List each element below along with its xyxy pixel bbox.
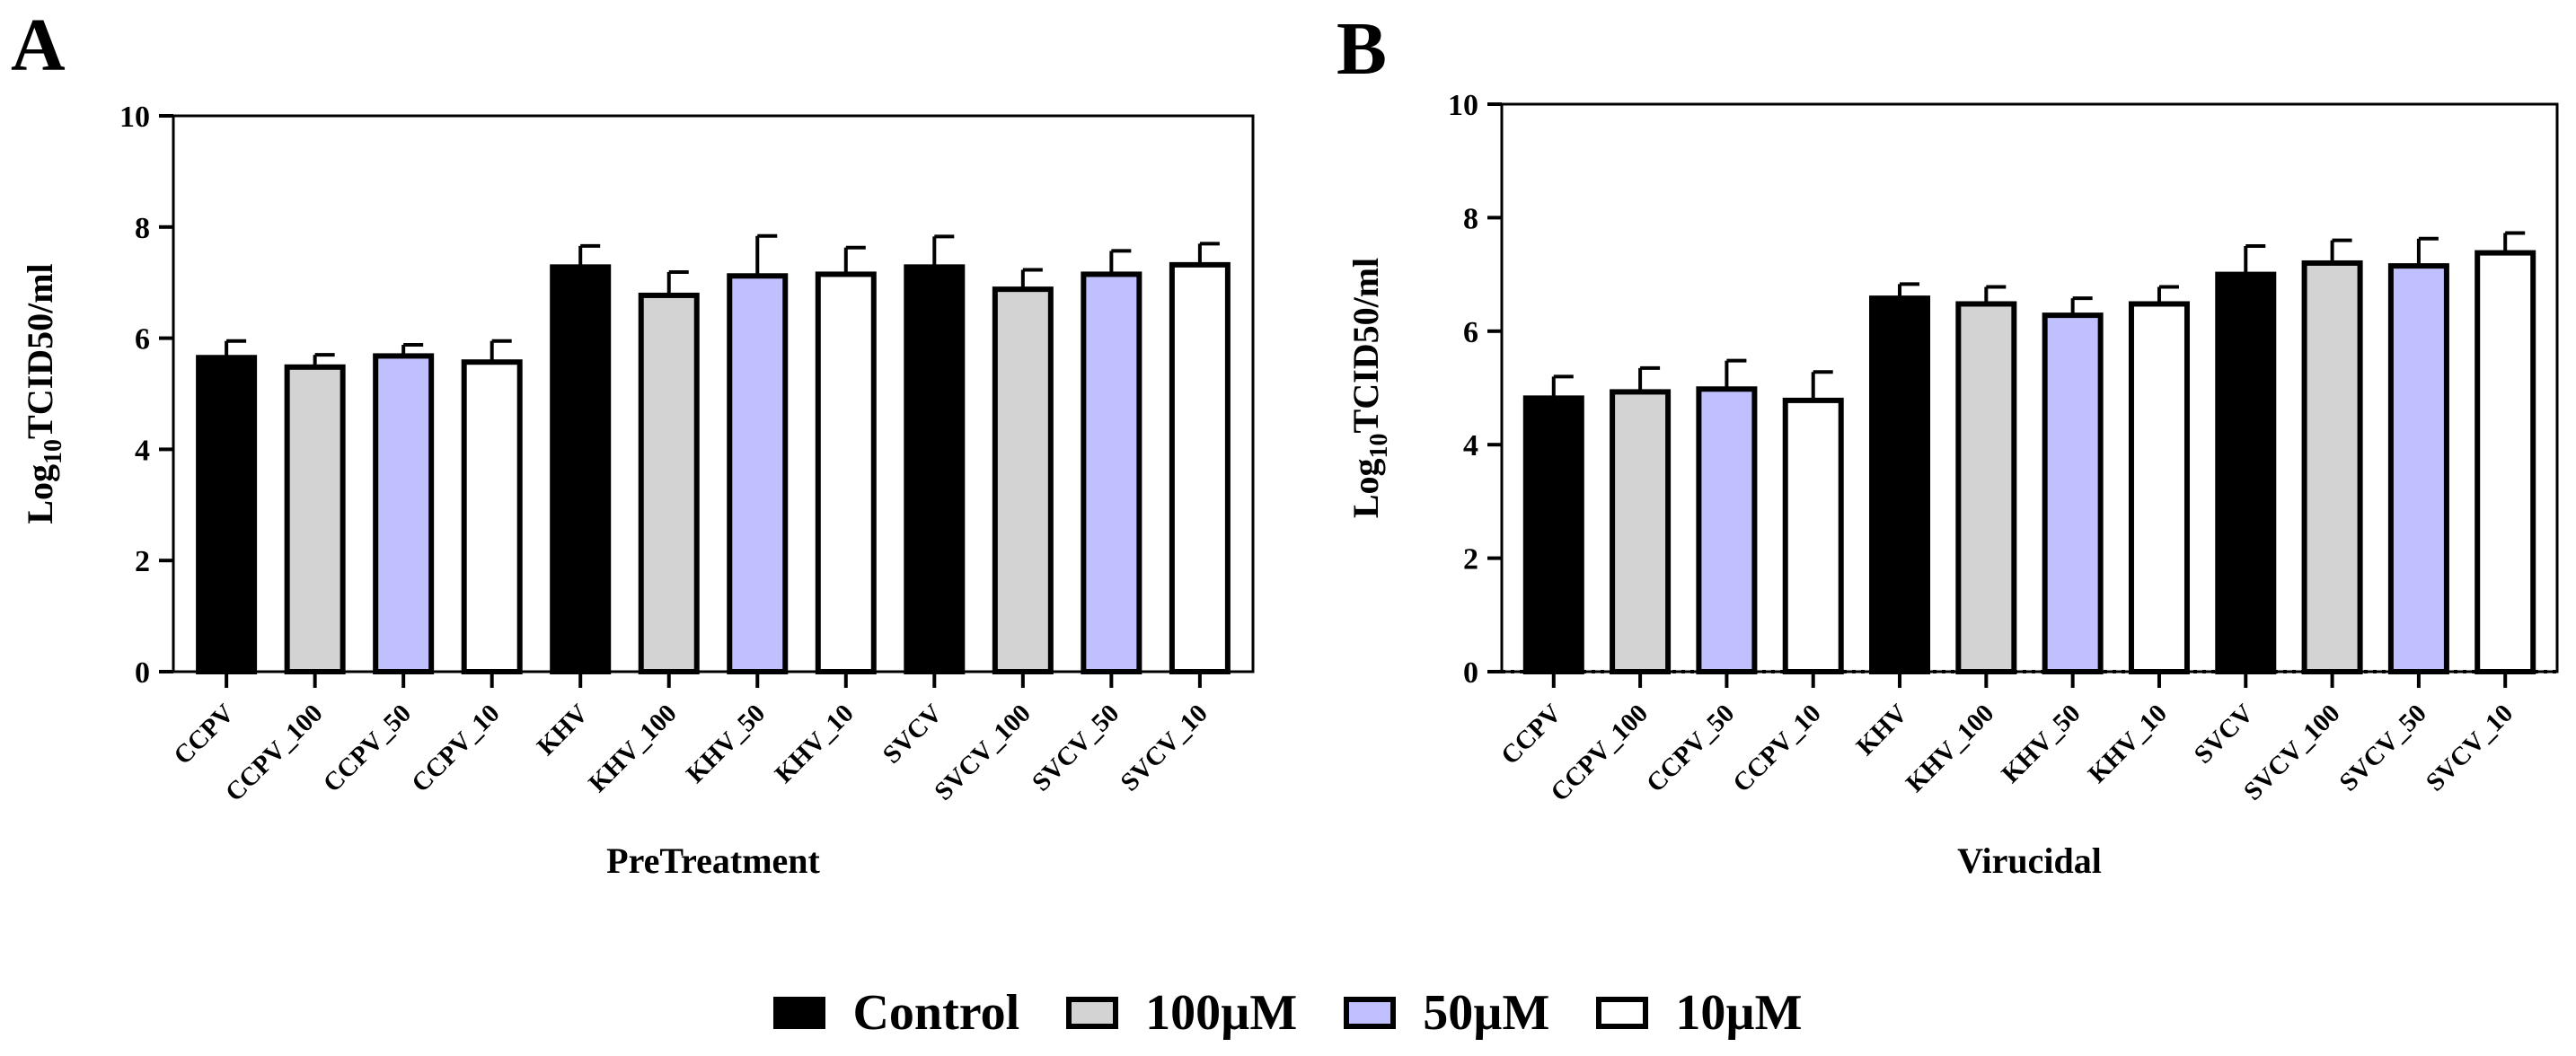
x-tick-label: SVCV_10 [2421, 699, 2519, 796]
y-tick-label: 6 [1463, 316, 1478, 349]
bar [1081, 271, 1142, 674]
x-tick-label: KHV_50 [681, 699, 771, 788]
legend-swatch [773, 997, 826, 1029]
x-tick-label: KHV_100 [1901, 699, 1999, 797]
legend-item-10um: 10µM [1596, 984, 1803, 1042]
bar [1610, 389, 1672, 674]
panel-a-chart: A0246810Log10TCID50/mlCCPVCCPV_100CCPV_5… [11, 4, 1255, 881]
legend-swatch [1344, 997, 1397, 1029]
panel-letter: A [11, 4, 66, 87]
bar [2215, 271, 2277, 674]
x-tick-label: CCPV_100 [220, 699, 329, 807]
x-tick-label: KHV_50 [1997, 699, 2086, 788]
bar [1522, 395, 1584, 674]
x-tick-label: SVCV [878, 699, 948, 769]
bar [2128, 301, 2190, 674]
bar [2387, 263, 2449, 674]
y-tick-label: 8 [135, 212, 150, 245]
bar [373, 353, 435, 674]
legend-item-control: Control [773, 984, 1019, 1042]
x-tick-label: CCPV_50 [1641, 699, 1740, 797]
y-tick-label: 0 [1463, 656, 1478, 690]
bar [1696, 386, 1758, 674]
panel-b-chart: B0246810Log10TCID50/mlCCPVCCPV_100CCPV_5… [1337, 7, 2559, 881]
y-axis-label: Log10TCID50/ml [1345, 258, 1393, 518]
y-tick-label: 8 [1463, 202, 1478, 235]
bar [2042, 312, 2104, 674]
bar [2475, 250, 2536, 674]
y-tick-label: 4 [1463, 429, 1478, 462]
x-tick-label: CCPV [1495, 699, 1567, 770]
legend-label: Control [852, 985, 1020, 1041]
bar [1955, 301, 2017, 674]
legend-item-100um: 100µM [1066, 984, 1297, 1042]
x-tick-label: KHV_10 [2083, 699, 2173, 788]
bar [1169, 261, 1231, 674]
bar [1869, 295, 1931, 674]
x-tick-label: SVCV_100 [929, 699, 1036, 805]
bar [196, 355, 258, 674]
legend: Control 100µM 50µM 10µM [0, 970, 2576, 1056]
legend-swatch [1596, 997, 1649, 1029]
plot-frame [172, 114, 1255, 673]
y-axis-label-rest: TCID50/ml [20, 263, 60, 439]
y-tick-label: 2 [1463, 543, 1478, 576]
bar [550, 264, 612, 674]
legend-item-50um: 50µM [1344, 984, 1549, 1042]
x-axis-label: PreTreatment [606, 840, 820, 881]
plot-frame [1500, 102, 2559, 673]
bar [284, 364, 346, 674]
bar [461, 359, 523, 674]
x-tick-label: KHV_100 [583, 699, 682, 797]
y-axis-label-main: Log [1345, 458, 1386, 518]
y-tick-label: 2 [135, 545, 150, 578]
x-tick-label: SVCV_50 [2334, 699, 2432, 796]
x-tick-label: SVCV [2189, 699, 2259, 769]
bar [727, 273, 789, 674]
y-tick-label: 10 [1448, 89, 1478, 122]
x-tick-label: SVCV_50 [1027, 699, 1125, 796]
y-tick-label: 10 [119, 101, 150, 134]
y-axis-label-subscript: 10 [1365, 433, 1393, 458]
y-tick-label: 0 [135, 656, 150, 690]
panel-letter: B [1337, 7, 1387, 91]
y-axis-label-main: Log [20, 464, 60, 524]
x-tick-label: CCPV_10 [1727, 699, 1826, 797]
x-tick-label: CCPV [168, 699, 240, 770]
y-tick-label: 4 [135, 434, 150, 467]
x-tick-label: CCPV_50 [318, 699, 417, 797]
x-tick-label: KHV [532, 699, 594, 761]
x-tick-label: KHV_10 [770, 699, 860, 788]
y-axis-label-rest: TCID50/ml [1345, 258, 1386, 434]
legend-label: 100µM [1145, 985, 1298, 1041]
y-tick-label: 6 [135, 323, 150, 356]
legend-label: 10µM [1675, 985, 1803, 1041]
bar [904, 264, 966, 674]
x-axis-label: Virucidal [1957, 840, 2102, 881]
bar [815, 271, 877, 674]
y-axis-label: Log10TCID50/ml [20, 263, 67, 524]
bar [638, 292, 700, 674]
x-tick-label: CCPV_10 [406, 699, 505, 797]
legend-label: 50µM [1423, 985, 1550, 1041]
bar [1782, 397, 1844, 674]
bar [2301, 260, 2363, 674]
x-tick-label: SVCV_10 [1116, 699, 1213, 796]
x-tick-label: KHV [1851, 699, 1913, 761]
bar [992, 286, 1054, 674]
y-axis-label-subscript: 10 [40, 439, 67, 464]
legend-swatch [1066, 997, 1119, 1029]
figure: A0246810Log10TCID50/mlCCPVCCPV_100CCPV_5… [11, 4, 2559, 881]
